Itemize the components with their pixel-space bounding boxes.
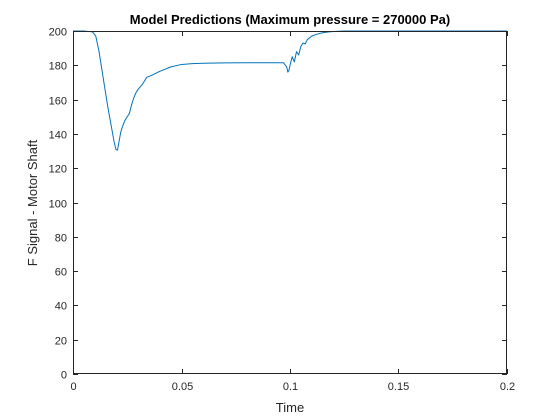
y-tick-label: 140 xyxy=(49,130,67,142)
x-axis-label: Time xyxy=(276,400,304,415)
y-tick-label: 60 xyxy=(55,267,67,279)
x-tick-label: 0 xyxy=(70,381,76,393)
y-tick-label: 80 xyxy=(55,233,67,245)
y-tick-label: 0 xyxy=(61,370,67,382)
y-axis-label: F Signal - Motor Shaft xyxy=(25,139,40,266)
x-axis: 0 0.05 0.1 0.15 0.2 xyxy=(70,31,515,393)
y-axis: 0 20 40 60 80 100 120 140 160 180 200 xyxy=(49,27,507,382)
plot-area xyxy=(73,30,507,374)
plot-background xyxy=(73,31,507,374)
y-tick-label: 20 xyxy=(55,336,67,348)
chart-title: Model Predictions (Maximum pressure = 27… xyxy=(130,12,450,27)
y-tick-label: 180 xyxy=(49,61,67,73)
y-tick-label: 160 xyxy=(49,96,67,108)
y-tick-label: 200 xyxy=(49,27,67,39)
x-tick-label: 0.1 xyxy=(283,381,298,393)
y-tick-label: 40 xyxy=(55,301,67,313)
x-tick-label: 0.05 xyxy=(172,381,193,393)
y-tick-label: 100 xyxy=(49,199,67,211)
y-tick-label: 120 xyxy=(49,164,67,176)
x-tick-label: 0.15 xyxy=(388,381,409,393)
series-line-1 xyxy=(73,30,507,151)
x-tick-label: 0.2 xyxy=(500,381,515,393)
